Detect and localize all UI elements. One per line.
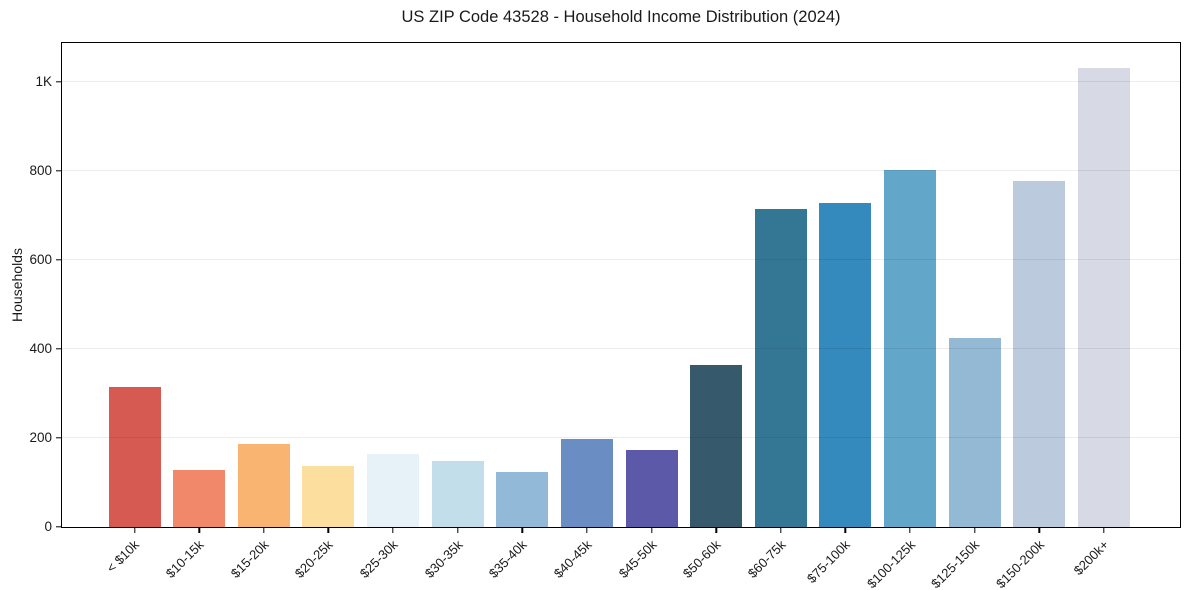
y-tick-label: 800	[29, 162, 52, 178]
x-tick-mark	[198, 528, 200, 533]
bar	[431, 460, 484, 527]
x-tick-label: $45-50k	[615, 537, 660, 581]
x-tick-mark	[133, 528, 136, 533]
bar	[367, 454, 420, 527]
x-tick-label: $75-100k	[804, 537, 854, 586]
x-tick-label: $200k+	[1070, 537, 1112, 579]
gridline	[62, 258, 1180, 260]
x-tick-label: $35-40k	[486, 537, 530, 581]
bar	[496, 471, 549, 527]
bar	[173, 469, 226, 527]
x-tick-label: $100-125k	[863, 537, 918, 590]
bar	[302, 466, 355, 527]
gridline	[62, 347, 1180, 349]
x-tick-mark	[909, 528, 911, 533]
x-tick-mark	[844, 528, 847, 533]
x-tick-label: $15-20k	[227, 537, 272, 581]
bar	[237, 443, 290, 527]
bar	[108, 386, 161, 527]
y-tick-mark	[56, 170, 61, 172]
chart-title: US ZIP Code 43528 - Household Income Dis…	[401, 8, 841, 26]
x-tick-mark	[456, 528, 459, 533]
y-tick-label: 1K	[35, 73, 52, 89]
y-tick-label: 0	[44, 519, 52, 535]
y-tick-mark	[56, 526, 61, 528]
gridline	[62, 80, 1180, 82]
y-tick-mark	[56, 437, 61, 439]
bar	[1077, 67, 1130, 527]
x-tick-label: < $10k	[103, 537, 143, 576]
bar	[560, 438, 613, 527]
bar	[948, 338, 1001, 527]
bar	[690, 365, 743, 527]
x-tick-mark	[650, 528, 653, 533]
x-tick-mark	[973, 528, 976, 533]
y-axis-label: Households	[9, 248, 25, 322]
x-tick-mark	[327, 528, 330, 533]
bar	[1013, 181, 1066, 527]
bar	[754, 209, 807, 527]
x-tick-mark	[715, 528, 717, 533]
y-tick-label: 400	[29, 341, 52, 357]
x-tick-mark	[521, 528, 523, 533]
bar	[625, 450, 678, 527]
y-tick-mark	[56, 348, 61, 350]
x-tick-mark	[392, 528, 394, 533]
x-tick-label: $150-200k	[992, 537, 1047, 590]
gridline	[62, 169, 1180, 171]
x-tick-label: $60-75k	[744, 537, 789, 581]
y-tick-label: 600	[29, 252, 52, 268]
bar	[884, 169, 937, 527]
x-tick-label: $25-30k	[356, 537, 401, 581]
x-tick-label: $50-60k	[679, 537, 724, 581]
x-tick-label: $20-25k	[292, 537, 336, 581]
gridline	[62, 436, 1180, 438]
x-tick-label: $125-150k	[928, 537, 983, 590]
y-tick-label: 200	[29, 430, 52, 446]
plot-area	[61, 42, 1181, 528]
x-tick-label: $30-35k	[421, 537, 466, 581]
x-tick-mark	[263, 528, 265, 533]
x-tick-mark	[780, 528, 782, 533]
x-tick-label: $40-45k	[550, 537, 595, 581]
y-tick-mark	[56, 259, 61, 261]
x-tick-label: $10-15k	[162, 537, 207, 581]
x-tick-mark	[586, 528, 588, 533]
bar	[819, 203, 872, 527]
x-tick-mark	[1038, 528, 1041, 533]
y-tick-mark	[56, 81, 61, 83]
x-tick-mark	[1103, 528, 1105, 533]
